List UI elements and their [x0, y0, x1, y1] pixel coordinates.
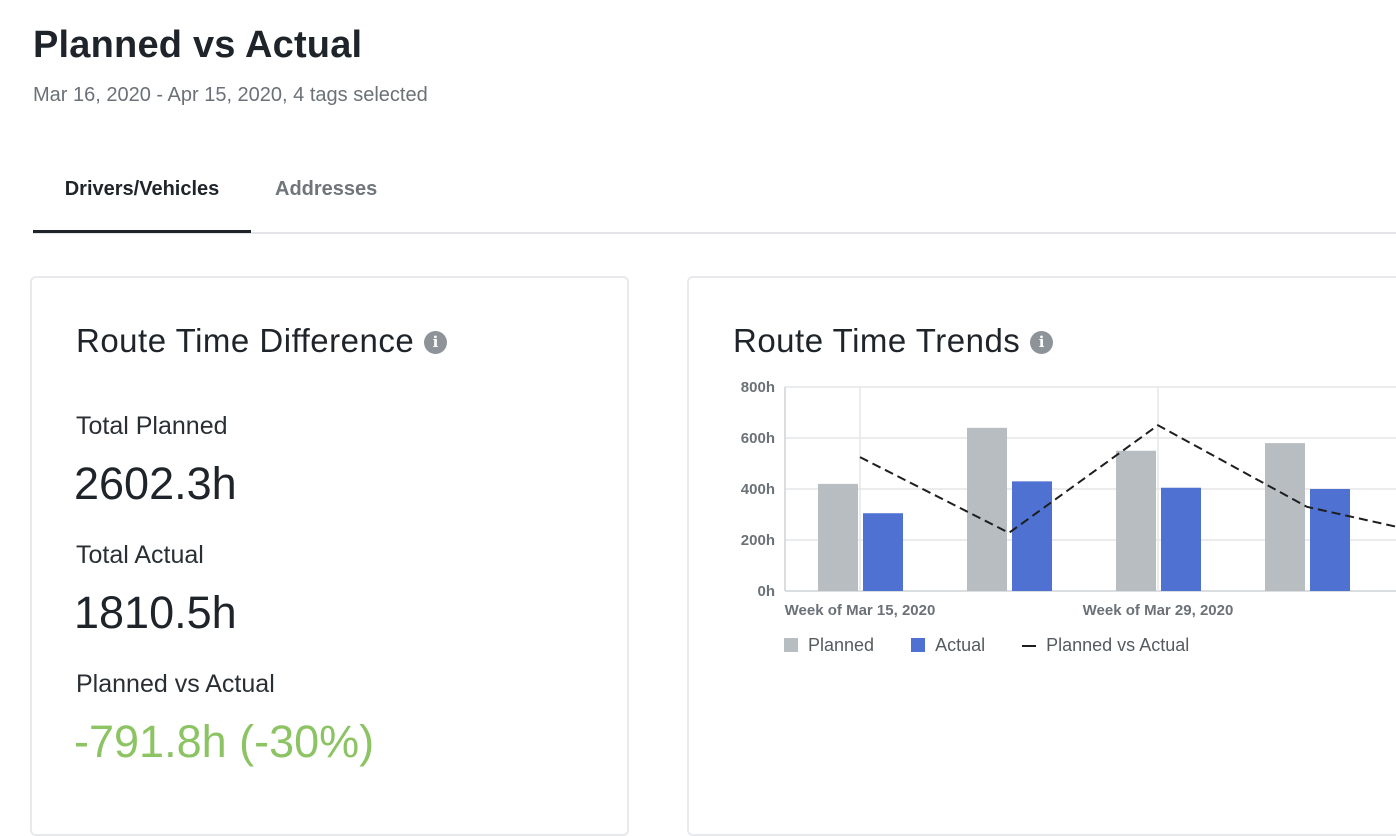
actual-bar	[1012, 481, 1052, 591]
legend-item-planned[interactable]: Planned	[784, 635, 874, 656]
y-tick-label: 400h	[741, 481, 775, 498]
actual-swatch	[911, 638, 926, 652]
info-icon[interactable]: i	[424, 331, 448, 354]
card-title: Route Time Trends i	[733, 322, 1054, 360]
legend-label-planned-vs-actual: Planned vs Actual	[1046, 635, 1190, 655]
date-range-subtitle: Mar 16, 2020 - Apr 15, 2020, 4 tags sele…	[33, 84, 428, 106]
tab-drivers-vehicles[interactable]: Drivers/Vehicles	[33, 160, 251, 233]
x-tick-label: Week of Mar 29, 2020	[1083, 602, 1234, 619]
y-tick-label: 600h	[741, 430, 775, 447]
planned-bar	[967, 427, 1007, 591]
actual-bar	[863, 513, 903, 591]
planned-bar	[1116, 450, 1156, 591]
actual-bar	[1310, 489, 1350, 591]
planned-vs-actual-line	[859, 424, 1396, 535]
total-actual-value: 1810.5h	[74, 587, 237, 638]
y-tick-label: 0h	[757, 583, 775, 600]
planned-swatch	[784, 638, 798, 652]
tab-addresses[interactable]: Addresses	[275, 178, 378, 200]
info-icon[interactable]: i	[1030, 331, 1054, 354]
tab-bar: Drivers/Vehicles Addresses	[33, 160, 1396, 234]
planned-bar	[818, 483, 858, 591]
y-tick-label: 800h	[741, 379, 775, 396]
planned-bar	[1265, 443, 1305, 591]
route-time-trends-card: Route Time Trends i 0h 200h 400h 600h 800h Wee…	[687, 276, 1396, 836]
card-title: Route Time Difference i	[76, 322, 448, 360]
legend-label-actual: Actual	[935, 635, 986, 655]
planned-vs-actual-label: Planned vs Actual	[76, 670, 275, 698]
legend-item-planned-vs-actual[interactable]: Planned vs Actual	[1022, 635, 1189, 656]
dashed-line-swatch	[1022, 645, 1037, 647]
y-tick-label: 200h	[741, 532, 775, 549]
card-title-text: Route Time Difference	[76, 322, 415, 359]
card-title-text: Route Time Trends	[733, 322, 1021, 359]
actual-bar	[1161, 487, 1201, 591]
legend-item-actual[interactable]: Actual	[911, 635, 985, 656]
route-time-difference-card: Route Time Difference i Total Planned 260…	[30, 276, 629, 836]
total-planned-label: Total Planned	[76, 412, 228, 440]
page-title: Planned vs Actual	[33, 24, 363, 66]
planned-vs-actual-value: -791.8h (-30%)	[74, 716, 375, 767]
route-time-trends-chart: 0h 200h 400h 600h 800h Week of Mar 15, 2020 We…	[741, 379, 1396, 619]
legend-label-planned: Planned	[808, 635, 875, 655]
total-planned-value: 2602.3h	[74, 458, 237, 509]
x-tick-label: Week of Mar 15, 2020	[785, 602, 936, 619]
total-actual-label: Total Actual	[76, 541, 204, 569]
chart-legend: Planned Actual Planned vs Actual	[784, 635, 1221, 656]
